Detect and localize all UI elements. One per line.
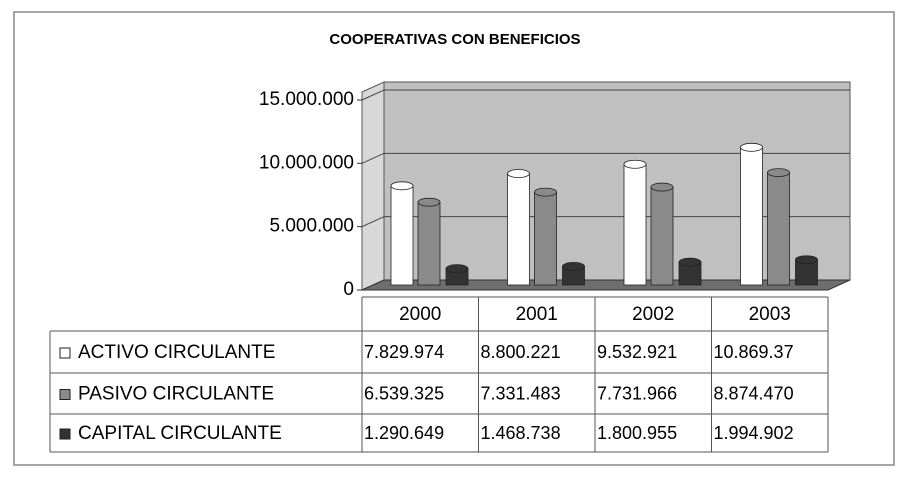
grid-line: [361, 152, 850, 164]
bar-top: [390, 181, 414, 191]
value-label: 1.290.649: [364, 423, 444, 443]
x-tick-label: 2002: [632, 304, 674, 325]
bar: [534, 191, 557, 286]
bar-top: [445, 264, 469, 274]
legend-label: CAPITAL CIRCULANTE: [78, 423, 282, 444]
value-label: 8.874.470: [714, 383, 794, 403]
value-label: 8.800.221: [481, 342, 561, 362]
bar-top: [740, 142, 763, 152]
bar-top: [417, 197, 441, 207]
floor: [361, 279, 851, 291]
bar: [740, 146, 763, 286]
bar-top: [507, 169, 530, 178]
bar-top: [678, 257, 702, 267]
legend-key: [59, 389, 71, 400]
bar-top: [534, 187, 557, 197]
chart-title: COOPERATIVAS CON BENEFICIOS: [329, 31, 580, 48]
legend-label: ACTIVO CIRCULANTE: [78, 342, 275, 363]
bar-top: [650, 182, 674, 192]
x-tick-label: 2003: [749, 304, 791, 325]
bar-top: [623, 159, 647, 169]
legend-label: PASIVO CIRCULANTE: [78, 384, 274, 405]
bar: [507, 173, 530, 286]
bar: [390, 185, 414, 286]
legend-key: [59, 347, 71, 359]
y-tick-label: 10.000.000: [259, 152, 354, 173]
y-tick-label: 0: [343, 279, 354, 300]
legend-key: [59, 428, 71, 440]
bar: [650, 186, 674, 286]
bar: [623, 163, 647, 286]
bar: [767, 172, 790, 286]
side-wall: [361, 81, 385, 291]
value-label: 7.331.483: [481, 383, 561, 403]
value-label: 1.800.955: [597, 423, 677, 443]
value-label: 10.869.37: [714, 342, 794, 362]
x-tick-label: 2001: [516, 304, 558, 325]
value-label: 7.731.966: [597, 383, 677, 403]
value-label: 1.468.738: [481, 423, 561, 443]
value-label: 1.994.902: [714, 423, 794, 443]
y-tick-label: 5.000.000: [269, 216, 354, 237]
value-label: 6.539.325: [364, 383, 444, 403]
grid-line: [361, 216, 850, 228]
grid-line: [361, 89, 850, 101]
x-tick-label: 2000: [399, 304, 441, 325]
bar-top: [767, 168, 790, 177]
value-label: 9.532.921: [597, 342, 677, 362]
bar-top: [562, 261, 585, 271]
value-label: 7.829.974: [364, 342, 444, 362]
y-tick-label: 15.000.000: [259, 89, 354, 110]
bar: [417, 201, 441, 286]
bar-top: [795, 255, 818, 265]
